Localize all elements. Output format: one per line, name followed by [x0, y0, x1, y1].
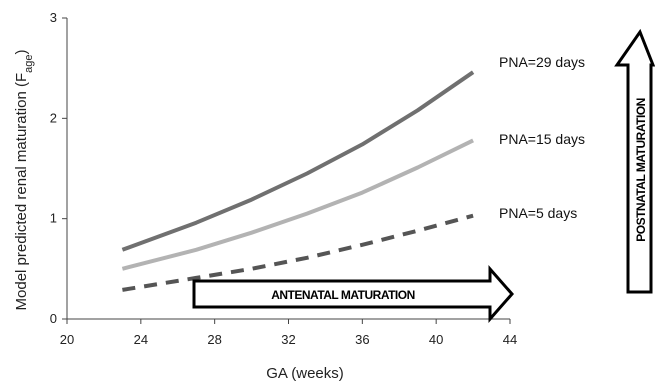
y-tick-label: 1 — [50, 211, 57, 226]
y-tick-label: 3 — [50, 10, 57, 25]
series-line-pna-15 — [121, 138, 474, 271]
postnatal-arrow-label: POSTNATAL MATURATION — [634, 98, 648, 242]
y-tick-label: 2 — [50, 110, 57, 125]
antenatal-arrow-shape — [192, 265, 514, 323]
series-line-pna-5 — [122, 213, 474, 292]
x-axis-title: GA (weeks) — [266, 365, 344, 382]
y-ticks: 0 1 2 3 — [50, 10, 67, 326]
postnatal-arrow: POSTNATAL MATURATION — [614, 28, 655, 294]
x-tick-label: 44 — [503, 332, 517, 347]
y-axis-title-subscript: age — [23, 55, 35, 73]
x-tick-label: 24 — [134, 332, 148, 347]
antenatal-arrow-label: ANTENATAL MATURATION — [271, 288, 415, 302]
antenatal-arrow: ANTENATAL MATURATION — [192, 265, 514, 323]
postnatal-arrow-shape — [614, 28, 655, 294]
series-label-pna-29: PNA=29 days — [499, 54, 585, 70]
x-ticks: 20 24 28 32 36 40 44 — [60, 319, 517, 347]
y-tick-label: 0 — [50, 311, 57, 326]
y-axis-title-main: Model predicted renal maturation (F — [13, 73, 30, 311]
x-tick-label: 40 — [429, 332, 443, 347]
series-label-pna-15: PNA=15 days — [499, 131, 585, 147]
series-label-pna-5: PNA=5 days — [499, 205, 577, 221]
x-tick-label: 36 — [355, 332, 369, 347]
x-tick-label: 32 — [281, 332, 295, 347]
x-tick-label: 20 — [60, 332, 74, 347]
series-lines — [121, 70, 475, 292]
y-axis-title-close: ) — [13, 50, 30, 55]
x-tick-label: 28 — [207, 332, 221, 347]
series-line-pna-29 — [121, 70, 475, 252]
y-axis-title: Model predicted renal maturation (Fage) — [13, 50, 35, 311]
